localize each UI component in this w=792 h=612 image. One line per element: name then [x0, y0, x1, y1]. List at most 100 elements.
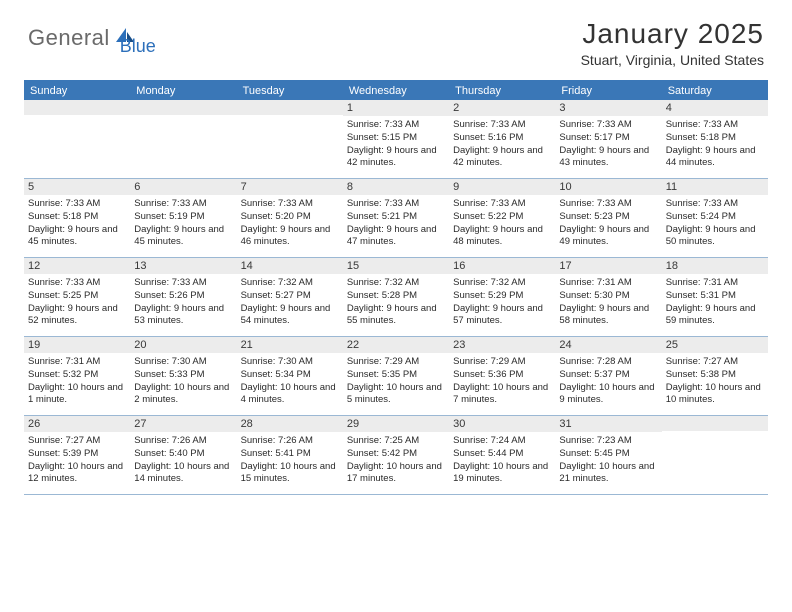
day-cell [130, 100, 236, 178]
day-info: Sunrise: 7:32 AMSunset: 5:29 PMDaylight:… [453, 277, 551, 328]
day-cell: 30 Sunrise: 7:24 AMSunset: 5:44 PMDayligh… [449, 416, 555, 494]
day-number: 17 [555, 258, 661, 274]
week-row: 12 Sunrise: 7:33 AMSunset: 5:25 PMDayligh… [24, 258, 768, 337]
day-number: 19 [24, 337, 130, 353]
day-info: Sunrise: 7:33 AMSunset: 5:17 PMDaylight:… [559, 119, 657, 170]
day-info: Sunrise: 7:26 AMSunset: 5:41 PMDaylight:… [241, 435, 339, 486]
day-info: Sunrise: 7:31 AMSunset: 5:30 PMDaylight:… [559, 277, 657, 328]
weekday-header: Sunday [24, 82, 130, 100]
day-info: Sunrise: 7:27 AMSunset: 5:39 PMDaylight:… [28, 435, 126, 486]
weekday-header: Tuesday [237, 82, 343, 100]
day-cell: 10 Sunrise: 7:33 AMSunset: 5:23 PMDayligh… [555, 179, 661, 257]
day-cell: 29 Sunrise: 7:25 AMSunset: 5:42 PMDayligh… [343, 416, 449, 494]
day-cell: 28 Sunrise: 7:26 AMSunset: 5:41 PMDayligh… [237, 416, 343, 494]
day-cell: 18 Sunrise: 7:31 AMSunset: 5:31 PMDayligh… [662, 258, 768, 336]
day-info: Sunrise: 7:31 AMSunset: 5:31 PMDaylight:… [666, 277, 764, 328]
day-info: Sunrise: 7:30 AMSunset: 5:33 PMDaylight:… [134, 356, 232, 407]
day-cell: 19 Sunrise: 7:31 AMSunset: 5:32 PMDayligh… [24, 337, 130, 415]
day-number: 6 [130, 179, 236, 195]
empty-day-header [662, 416, 768, 431]
day-cell: 5 Sunrise: 7:33 AMSunset: 5:18 PMDaylight… [24, 179, 130, 257]
day-number: 24 [555, 337, 661, 353]
day-number: 16 [449, 258, 555, 274]
logo-text-general: General [28, 25, 110, 51]
week-row: 5 Sunrise: 7:33 AMSunset: 5:18 PMDaylight… [24, 179, 768, 258]
day-info: Sunrise: 7:26 AMSunset: 5:40 PMDaylight:… [134, 435, 232, 486]
day-number: 23 [449, 337, 555, 353]
day-info: Sunrise: 7:29 AMSunset: 5:35 PMDaylight:… [347, 356, 445, 407]
day-cell: 31 Sunrise: 7:23 AMSunset: 5:45 PMDayligh… [555, 416, 661, 494]
weeks-container: 1Sunrise: 7:33 AMSunset: 5:15 PMDaylight… [24, 100, 768, 495]
day-cell: 23 Sunrise: 7:29 AMSunset: 5:36 PMDayligh… [449, 337, 555, 415]
title-block: January 2025 Stuart, Virginia, United St… [581, 18, 764, 68]
month-title: January 2025 [581, 18, 764, 50]
weekday-header: Thursday [449, 82, 555, 100]
day-cell: 8Sunrise: 7:33 AMSunset: 5:21 PMDaylight… [343, 179, 449, 257]
day-info: Sunrise: 7:33 AMSunset: 5:16 PMDaylight:… [453, 119, 551, 170]
day-info: Sunrise: 7:33 AMSunset: 5:18 PMDaylight:… [28, 198, 126, 249]
day-info: Sunrise: 7:33 AMSunset: 5:23 PMDaylight:… [559, 198, 657, 249]
location: Stuart, Virginia, United States [581, 52, 764, 68]
day-number: 21 [237, 337, 343, 353]
day-number: 2 [449, 100, 555, 116]
day-cell: 22 Sunrise: 7:29 AMSunset: 5:35 PMDayligh… [343, 337, 449, 415]
day-number: 27 [130, 416, 236, 432]
day-number: 26 [24, 416, 130, 432]
day-number: 18 [662, 258, 768, 274]
day-cell [237, 100, 343, 178]
day-number: 3 [555, 100, 661, 116]
day-cell: 3 Sunrise: 7:33 AMSunset: 5:17 PMDaylight… [555, 100, 661, 178]
day-cell: 16 Sunrise: 7:32 AMSunset: 5:29 PMDayligh… [449, 258, 555, 336]
day-number: 29 [343, 416, 449, 432]
day-info: Sunrise: 7:29 AMSunset: 5:36 PMDaylight:… [453, 356, 551, 407]
day-cell: 12 Sunrise: 7:33 AMSunset: 5:25 PMDayligh… [24, 258, 130, 336]
empty-day-header [237, 100, 343, 115]
day-cell: 24 Sunrise: 7:28 AMSunset: 5:37 PMDayligh… [555, 337, 661, 415]
day-info: Sunrise: 7:28 AMSunset: 5:37 PMDaylight:… [559, 356, 657, 407]
day-number: 12 [24, 258, 130, 274]
day-info: Sunrise: 7:32 AMSunset: 5:28 PMDaylight:… [347, 277, 445, 328]
day-cell: 14Sunrise: 7:32 AMSunset: 5:27 PMDayligh… [237, 258, 343, 336]
day-cell [662, 416, 768, 494]
day-cell: 25Sunrise: 7:27 AMSunset: 5:38 PMDayligh… [662, 337, 768, 415]
day-cell: 4Sunrise: 7:33 AMSunset: 5:18 PMDaylight… [662, 100, 768, 178]
day-number: 11 [662, 179, 768, 195]
day-cell: 26 Sunrise: 7:27 AMSunset: 5:39 PMDayligh… [24, 416, 130, 494]
weekday-header: Monday [130, 82, 236, 100]
day-cell: 6Sunrise: 7:33 AMSunset: 5:19 PMDaylight… [130, 179, 236, 257]
day-number: 28 [237, 416, 343, 432]
weekday-header: Saturday [662, 82, 768, 100]
weekday-row: SundayMondayTuesdayWednesdayThursdayFrid… [24, 82, 768, 100]
day-info: Sunrise: 7:33 AMSunset: 5:25 PMDaylight:… [28, 277, 126, 328]
day-number: 7 [237, 179, 343, 195]
header: General Blue January 2025 Stuart, Virgin… [0, 0, 792, 72]
day-number: 30 [449, 416, 555, 432]
day-info: Sunrise: 7:30 AMSunset: 5:34 PMDaylight:… [241, 356, 339, 407]
day-info: Sunrise: 7:25 AMSunset: 5:42 PMDaylight:… [347, 435, 445, 486]
logo: General Blue [28, 18, 156, 57]
week-row: 26 Sunrise: 7:27 AMSunset: 5:39 PMDayligh… [24, 416, 768, 495]
day-info: Sunrise: 7:24 AMSunset: 5:44 PMDaylight:… [453, 435, 551, 486]
day-info: Sunrise: 7:33 AMSunset: 5:22 PMDaylight:… [453, 198, 551, 249]
day-number: 8 [343, 179, 449, 195]
day-number: 10 [555, 179, 661, 195]
day-cell: 21 Sunrise: 7:30 AMSunset: 5:34 PMDayligh… [237, 337, 343, 415]
day-number: 14 [237, 258, 343, 274]
day-number: 15 [343, 258, 449, 274]
day-cell [24, 100, 130, 178]
day-number: 5 [24, 179, 130, 195]
day-number: 31 [555, 416, 661, 432]
day-info: Sunrise: 7:33 AMSunset: 5:15 PMDaylight:… [347, 119, 445, 170]
week-row: 19 Sunrise: 7:31 AMSunset: 5:32 PMDayligh… [24, 337, 768, 416]
day-number: 22 [343, 337, 449, 353]
day-cell: 9Sunrise: 7:33 AMSunset: 5:22 PMDaylight… [449, 179, 555, 257]
day-info: Sunrise: 7:33 AMSunset: 5:26 PMDaylight:… [134, 277, 232, 328]
day-number: 20 [130, 337, 236, 353]
day-info: Sunrise: 7:23 AMSunset: 5:45 PMDaylight:… [559, 435, 657, 486]
calendar: SundayMondayTuesdayWednesdayThursdayFrid… [24, 80, 768, 495]
day-info: Sunrise: 7:31 AMSunset: 5:32 PMDaylight:… [28, 356, 126, 407]
day-number: 4 [662, 100, 768, 116]
day-info: Sunrise: 7:33 AMSunset: 5:20 PMDaylight:… [241, 198, 339, 249]
empty-day-header [130, 100, 236, 115]
day-info: Sunrise: 7:33 AMSunset: 5:24 PMDaylight:… [666, 198, 764, 249]
